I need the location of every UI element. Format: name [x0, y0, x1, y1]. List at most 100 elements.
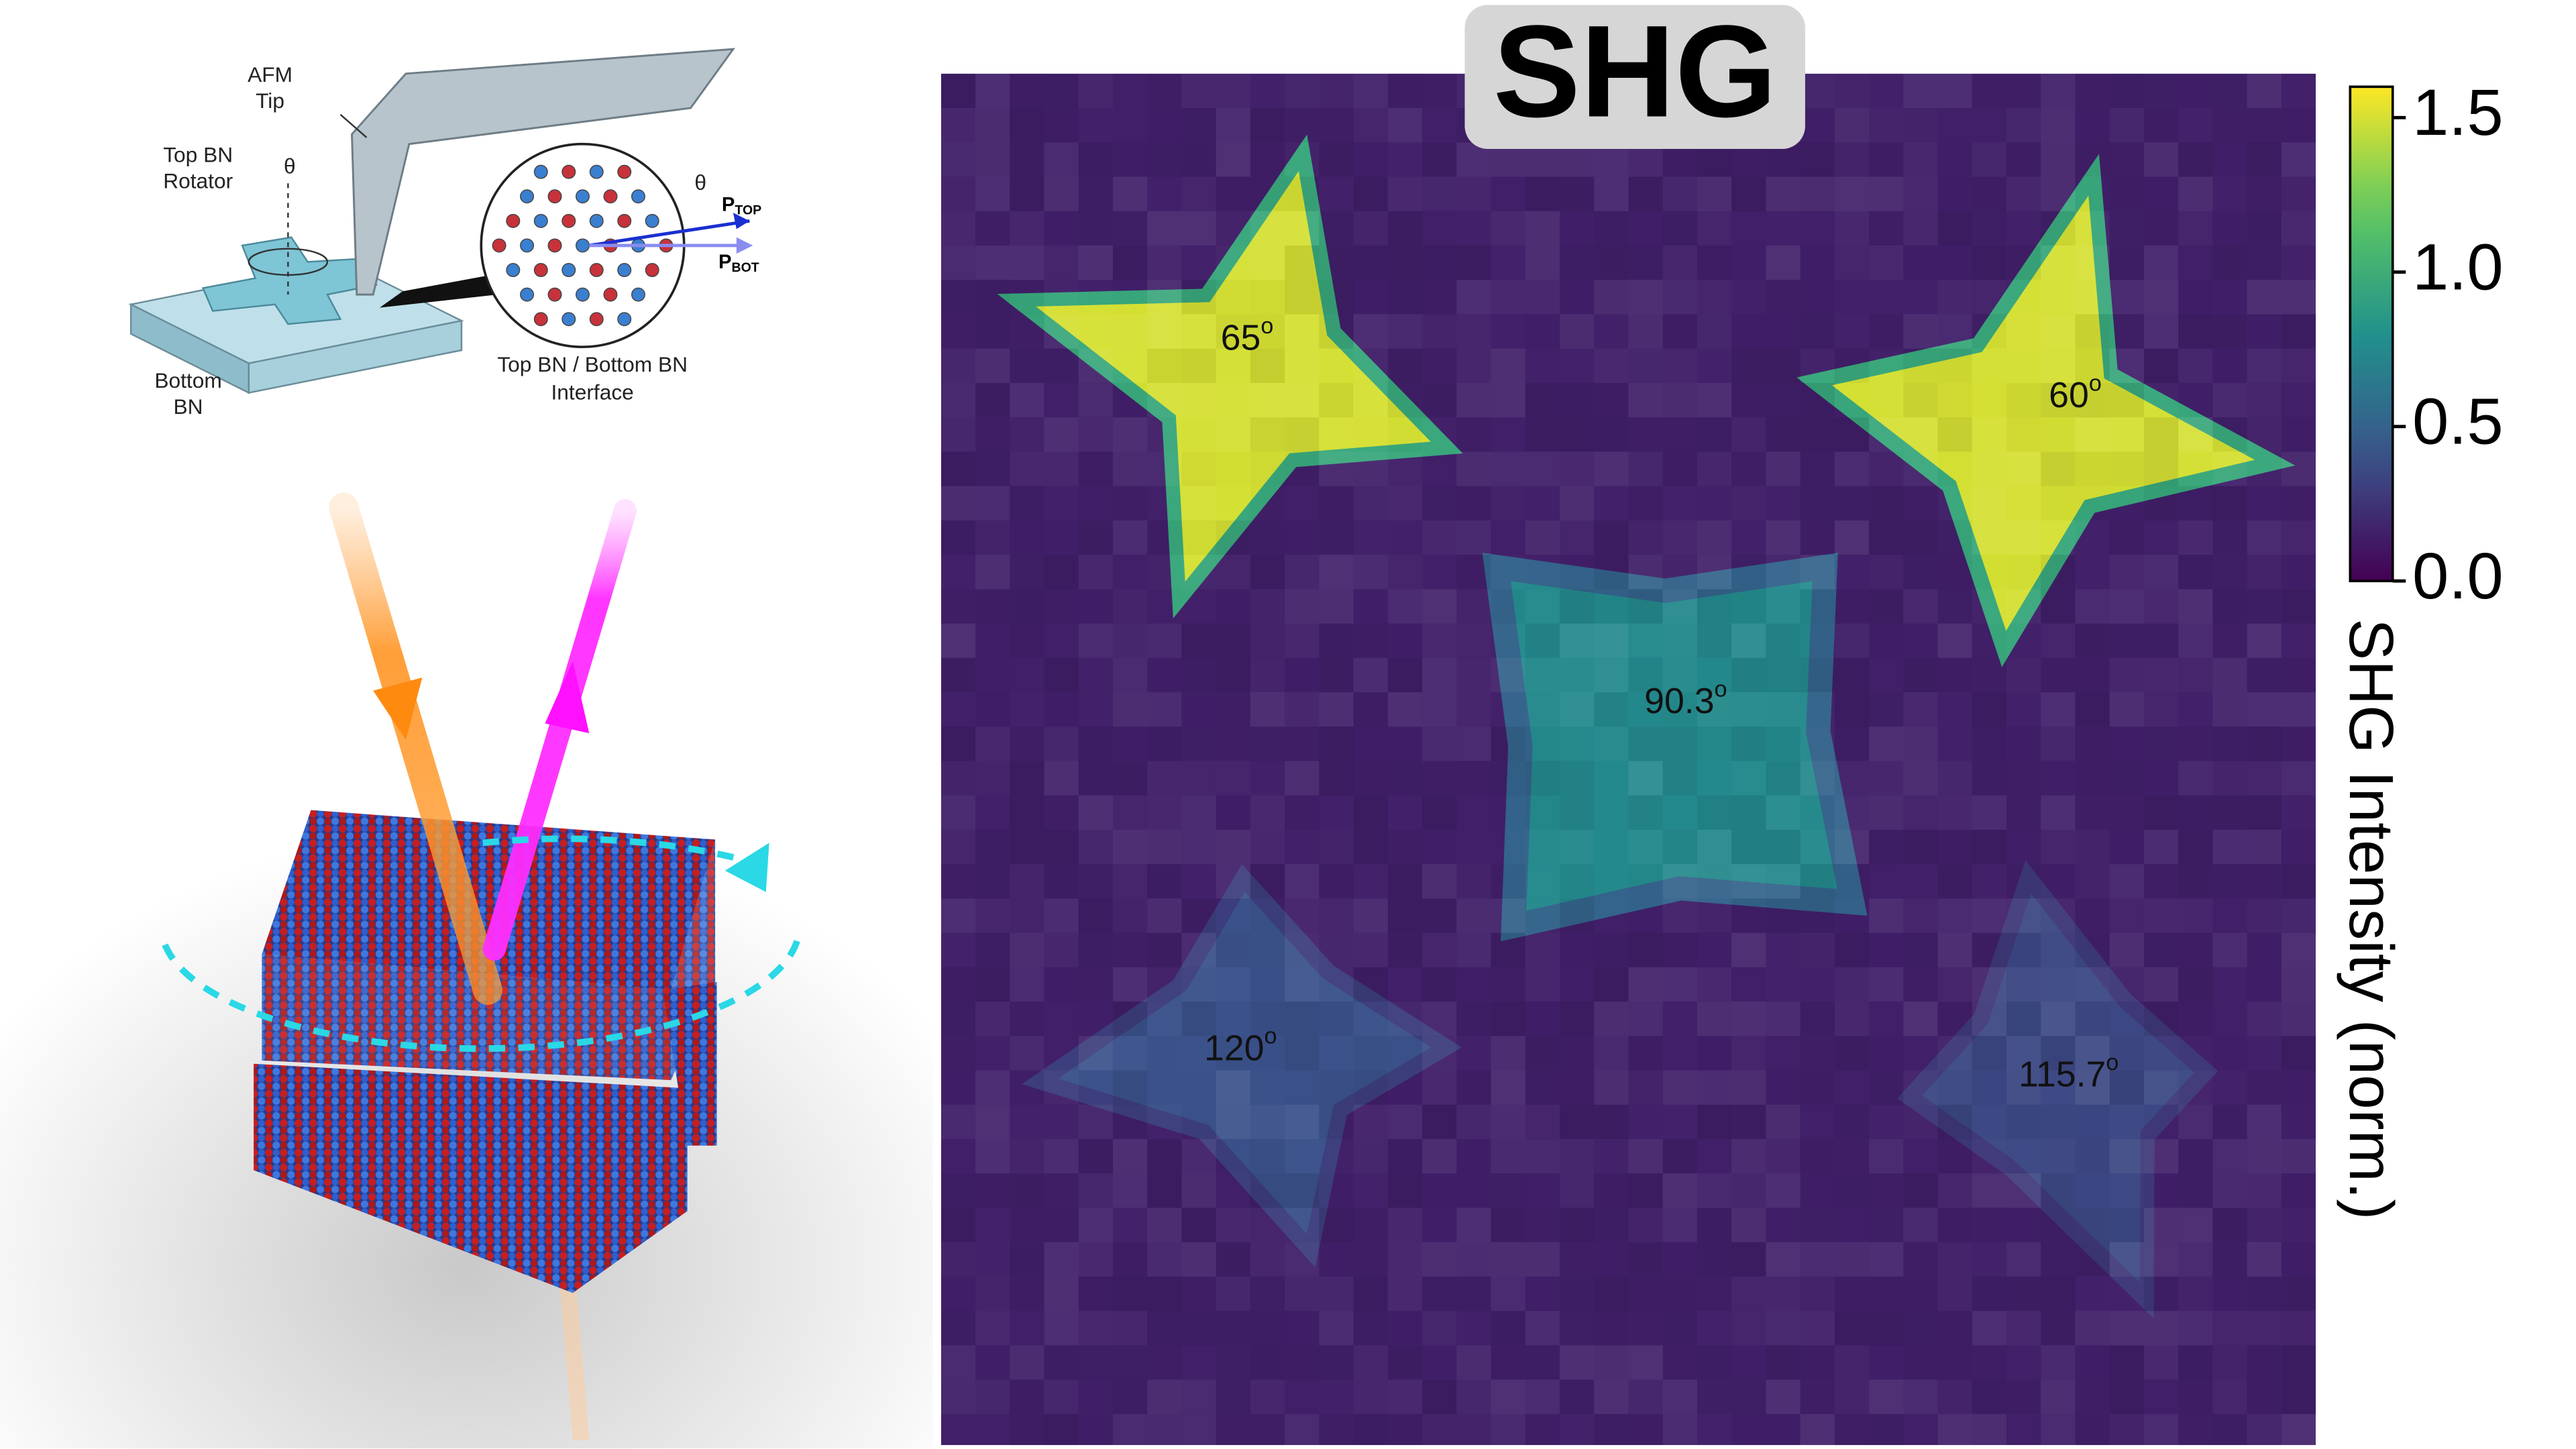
- noise-cell: [975, 932, 1010, 967]
- noise-cell: [1697, 211, 1731, 246]
- noise-cell: [1044, 246, 1078, 280]
- noise-cell: [2110, 830, 2144, 864]
- noise-cell: [2178, 967, 2213, 1002]
- noise-cell: [2212, 624, 2247, 658]
- noise-cell: [2110, 1414, 2144, 1448]
- noise-cell: [1835, 1277, 1869, 1311]
- noise-cell: [1456, 898, 1491, 933]
- noise-cell: [2281, 211, 2316, 246]
- noise-cell: [2041, 314, 2076, 349]
- noise-cell: [1800, 451, 1835, 486]
- noise-cell: [1456, 864, 1491, 898]
- noise-cell: [1285, 932, 1320, 967]
- noise-cell: [1766, 1379, 1801, 1414]
- noise-cell: [1972, 795, 2007, 830]
- noise-cell: [1835, 589, 1869, 623]
- noise-cell: [2143, 108, 2179, 143]
- noise-cell: [2143, 589, 2179, 624]
- noise-cell: [1491, 176, 1525, 211]
- noise-cell: [2143, 623, 2179, 658]
- noise-cell: [2178, 383, 2212, 417]
- noise-cell: [1559, 1208, 1595, 1242]
- noise-cell: [941, 933, 975, 967]
- region-label: 60o: [2049, 370, 2102, 415]
- noise-cell: [2247, 314, 2282, 348]
- noise-cell: [975, 73, 1010, 109]
- noise-cell: [1044, 555, 1079, 590]
- noise-cell: [2006, 486, 2041, 521]
- noise-cell: [1456, 486, 1491, 521]
- noise-cell: [1387, 1413, 1423, 1446]
- noise-cell: [2144, 1105, 2178, 1139]
- noise-cell: [1731, 1002, 1766, 1036]
- noise-cell: [1010, 658, 1044, 692]
- noise-cell: [1285, 417, 1320, 452]
- noise-cell: [1285, 1345, 1319, 1379]
- noise-cell: [941, 898, 976, 933]
- noise-cell: [1697, 1380, 1731, 1414]
- noise-cell: [1560, 1173, 1594, 1208]
- noise-cell: [1113, 898, 1147, 932]
- noise-cell: [1113, 142, 1147, 176]
- noise-cell: [1628, 1071, 1662, 1105]
- noise-cell: [2212, 349, 2247, 383]
- noise-cell: [2282, 1071, 2316, 1105]
- noise-cell: [2281, 692, 2316, 727]
- degree-mark: o: [1715, 677, 1727, 702]
- p-main: P: [722, 195, 735, 216]
- noise-cell: [1731, 1242, 1766, 1277]
- noise-cell: [1937, 898, 1972, 933]
- colorbar-tick-label: 1.0: [2412, 230, 2504, 303]
- noise-cell: [1903, 657, 1938, 692]
- noise-cell: [1491, 1138, 1525, 1174]
- noise-cell: [1972, 74, 2006, 108]
- noise-cell: [1525, 1242, 1560, 1277]
- noise-cell: [1250, 451, 1285, 486]
- noise-cell: [1422, 280, 1457, 315]
- noise-cell: [1044, 1173, 1078, 1208]
- noise-cell: [1456, 245, 1491, 280]
- noise-cell: [1903, 1414, 1937, 1448]
- noise-cell: [1044, 1105, 1078, 1139]
- noise-cell: [1972, 1379, 2007, 1414]
- noise-cell: [1903, 692, 1938, 727]
- noise-cell: [1869, 486, 1904, 521]
- noise-cell: [975, 624, 1010, 658]
- noise-cell: [1869, 727, 1904, 761]
- noise-cell: [1285, 864, 1320, 899]
- noise-cell: [1113, 796, 1147, 830]
- noise-cell: [2075, 211, 2109, 246]
- noise-cell: [1387, 176, 1423, 211]
- noise-cell: [1216, 1345, 1250, 1379]
- noise-cell: [1766, 348, 1801, 383]
- noise-cell: [1731, 692, 1766, 727]
- noise-cell: [2006, 1002, 2041, 1036]
- noise-cell: [1594, 692, 1629, 727]
- p-main: P: [718, 252, 732, 273]
- noise-cell: [2281, 864, 2316, 899]
- noise-cell: [2212, 898, 2247, 932]
- noise-cell: [2006, 898, 2041, 933]
- noise-cell: [1594, 1036, 1629, 1071]
- noise-cell: [2109, 692, 2144, 727]
- noise-cell: [1731, 521, 1766, 555]
- noise-cell: [1525, 727, 1560, 761]
- noise-cell: [1388, 1311, 1422, 1345]
- noise-cell: [1044, 624, 1078, 658]
- noise-cell: [1456, 1208, 1491, 1242]
- noise-cell: [1731, 1345, 1766, 1379]
- noise-cell: [1147, 1071, 1181, 1105]
- noise-cell: [1491, 727, 1525, 761]
- noise-cell: [1525, 692, 1560, 727]
- noise-cell: [1491, 1311, 1525, 1346]
- atom: [589, 164, 604, 179]
- noise-cell: [2143, 280, 2179, 315]
- noise-cell: [1422, 692, 1457, 727]
- atom: [506, 263, 521, 278]
- noise-cell: [1801, 1208, 1835, 1242]
- noise-cell: [1181, 589, 1216, 623]
- noise-cell: [1422, 1311, 1456, 1345]
- noise-cell: [1010, 314, 1044, 348]
- noise-cell: [1319, 1173, 1353, 1208]
- noise-cell: [1319, 657, 1354, 692]
